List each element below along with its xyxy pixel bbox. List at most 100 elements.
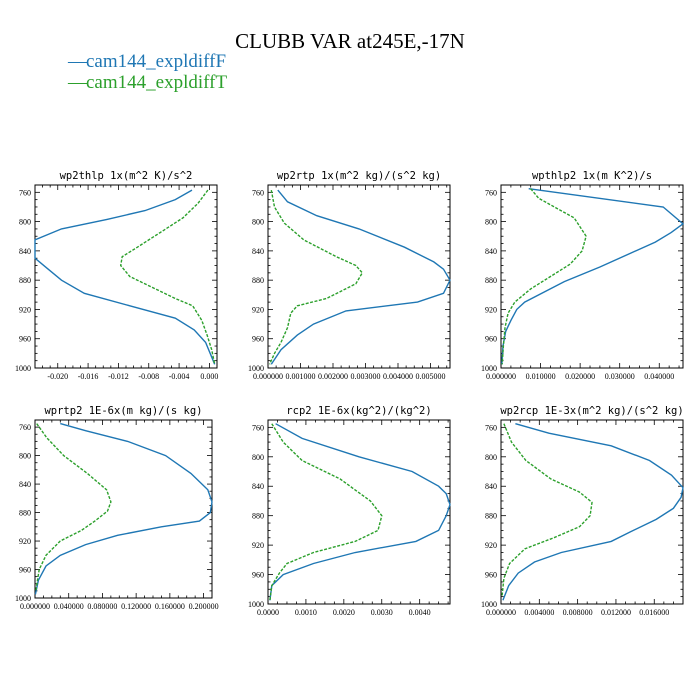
- plot-frame: [500, 184, 684, 369]
- y-tick-label: 880: [485, 512, 497, 521]
- y-tick-label: 880: [485, 276, 497, 285]
- legend-label-expldiffF: cam144_expldiffF: [86, 51, 227, 72]
- x-tick-label: -0.004: [169, 372, 190, 381]
- x-tick-label: 0.040000: [54, 602, 84, 611]
- y-tick-label: 800: [485, 453, 497, 462]
- figure-title: CLUBB VAR at245E,-17N: [235, 29, 465, 53]
- y-tick-label: 840: [485, 482, 497, 491]
- x-tick-label: 0.160000: [155, 602, 185, 611]
- y-tick-label: 1000: [248, 600, 264, 609]
- panel-4: wprtp2 1E-6x(m kg)/(s kg) 760 800 840 880 920…: [15, 405, 219, 611]
- x-tick-label: 0.004000: [383, 372, 413, 381]
- x-tick-label: -0.020: [47, 372, 68, 381]
- panel-3: wpthlp2 1x(m K^2)/s 760 800 840 880 920 960 100…: [481, 170, 685, 381]
- series-line-expldiffF: [501, 188, 685, 365]
- y-tick-label: 960: [485, 335, 497, 344]
- y-tick-label: 1000: [481, 364, 497, 373]
- x-tick-label: 0.120000: [121, 602, 151, 611]
- x-tick-label: 0.016000: [639, 608, 669, 617]
- x-tick-label: 0.012000: [601, 608, 631, 617]
- y-tick-label: 1000: [248, 364, 264, 373]
- y-tick-label: 800: [485, 218, 497, 227]
- panel-6: wp2rcp 1E-3x(m^2 kg)/(s^2 kg)760 800 840 88…: [481, 405, 684, 617]
- x-tick-label: 0.000000: [253, 372, 283, 381]
- y-tick-label: 760: [252, 188, 264, 197]
- x-tick-label: 0.030000: [605, 372, 635, 381]
- x-tick-label: 0.0040: [409, 608, 431, 617]
- series-line-expldiffF: [34, 189, 216, 365]
- plot-frame: [500, 419, 684, 605]
- x-tick-label: -0.016: [78, 372, 99, 381]
- y-tick-label: 840: [19, 247, 31, 256]
- series-line-expldiffF: [502, 423, 684, 601]
- series-line-expldiffF: [270, 189, 451, 365]
- y-tick-label: 760: [19, 423, 31, 432]
- panel-5: rcp2 1E-6x(kg^2)/(kg^2) 760 800 840 880 920 96…: [248, 405, 451, 617]
- legend-label-expldiffT: cam144_expldiffT: [86, 72, 228, 93]
- y-tick-label: 960: [485, 571, 497, 580]
- series-line-expldiffT: [268, 189, 364, 365]
- y-tick-label: 880: [19, 276, 31, 285]
- x-tick-label: -0.008: [138, 372, 159, 381]
- plot-frame: [267, 184, 451, 369]
- x-tick-label: 0.0000: [257, 608, 279, 617]
- plot-frame: [34, 184, 218, 369]
- y-tick-label: 800: [19, 218, 31, 227]
- y-tick-label: 800: [252, 218, 264, 227]
- y-tick-label: 760: [19, 188, 31, 197]
- y-tick-label: 880: [252, 512, 264, 521]
- y-tick-label: 1000: [15, 594, 31, 603]
- x-tick-label: 0.000000: [486, 372, 516, 381]
- panel-title: wpthlp2 1x(m K^2)/s: [532, 170, 652, 182]
- y-tick-label: 880: [19, 509, 31, 518]
- x-tick-label: 0.008000: [563, 608, 593, 617]
- x-tick-label: 0.000000: [486, 608, 516, 617]
- x-tick-label: 0.000000: [20, 602, 50, 611]
- panel-title: rcp2 1E-6x(kg^2)/(kg^2): [286, 405, 431, 417]
- y-tick-label: 880: [252, 276, 264, 285]
- legend-line-swatch-green: —: [68, 72, 87, 93]
- x-tick-label: 0.0010: [295, 608, 317, 617]
- y-tick-label: 920: [485, 305, 497, 314]
- series-line-expldiffT: [119, 189, 216, 365]
- y-tick-label: 840: [485, 247, 497, 256]
- y-tick-label: 1000: [15, 364, 31, 373]
- series-line-expldiffT: [269, 423, 383, 601]
- y-tick-label: 920: [19, 537, 31, 546]
- x-tick-label: -0.012: [108, 372, 129, 381]
- panel-title: wp2rcp 1E-3x(m^2 kg)/(s^2 kg): [500, 405, 683, 417]
- y-tick-label: 800: [19, 452, 31, 461]
- series-line-expldiffT: [501, 423, 593, 597]
- series-line-expldiffF: [34, 422, 213, 595]
- y-tick-label: 760: [485, 188, 497, 197]
- y-tick-label: 760: [252, 423, 264, 432]
- y-tick-label: 920: [485, 541, 497, 550]
- y-tick-label: 960: [19, 335, 31, 344]
- y-tick-label: 920: [252, 305, 264, 314]
- legend-entry-expldiffF: —cam144_expldiffF: [68, 51, 226, 73]
- y-tick-label: 760: [485, 423, 497, 432]
- panel-title: wp2thlp 1x(m^2 K)/s^2: [60, 170, 193, 182]
- x-tick-label: 0.000: [200, 372, 218, 381]
- panel-1: wp2thlp 1x(m^2 K)/s^2 760 800 840 880 920 960 1…: [15, 170, 218, 381]
- y-tick-label: 800: [252, 453, 264, 462]
- panel-2: wp2rtp 1x(m^2 kg)/(s^2 kg) 760 800 840 880 92…: [248, 170, 451, 381]
- x-tick-label: 0.0030: [371, 608, 393, 617]
- y-tick-label: 920: [252, 541, 264, 550]
- y-tick-label: 840: [252, 482, 264, 491]
- plot-frame: [34, 419, 213, 599]
- x-tick-label: 0.001000: [286, 372, 316, 381]
- y-tick-label: 840: [19, 480, 31, 489]
- x-tick-label: 0.0020: [333, 608, 355, 617]
- x-tick-label: 0.040000: [644, 372, 674, 381]
- plot-frame: [267, 419, 451, 605]
- y-tick-label: 960: [252, 335, 264, 344]
- y-tick-label: 960: [252, 571, 264, 580]
- x-tick-label: 0.020000: [565, 372, 595, 381]
- y-tick-label: 960: [19, 566, 31, 575]
- legend-line-swatch-blue: —: [68, 51, 87, 72]
- x-tick-label: 0.080000: [87, 602, 117, 611]
- x-tick-label: 0.003000: [351, 372, 381, 381]
- panel-title: wp2rtp 1x(m^2 kg)/(s^2 kg): [277, 170, 441, 182]
